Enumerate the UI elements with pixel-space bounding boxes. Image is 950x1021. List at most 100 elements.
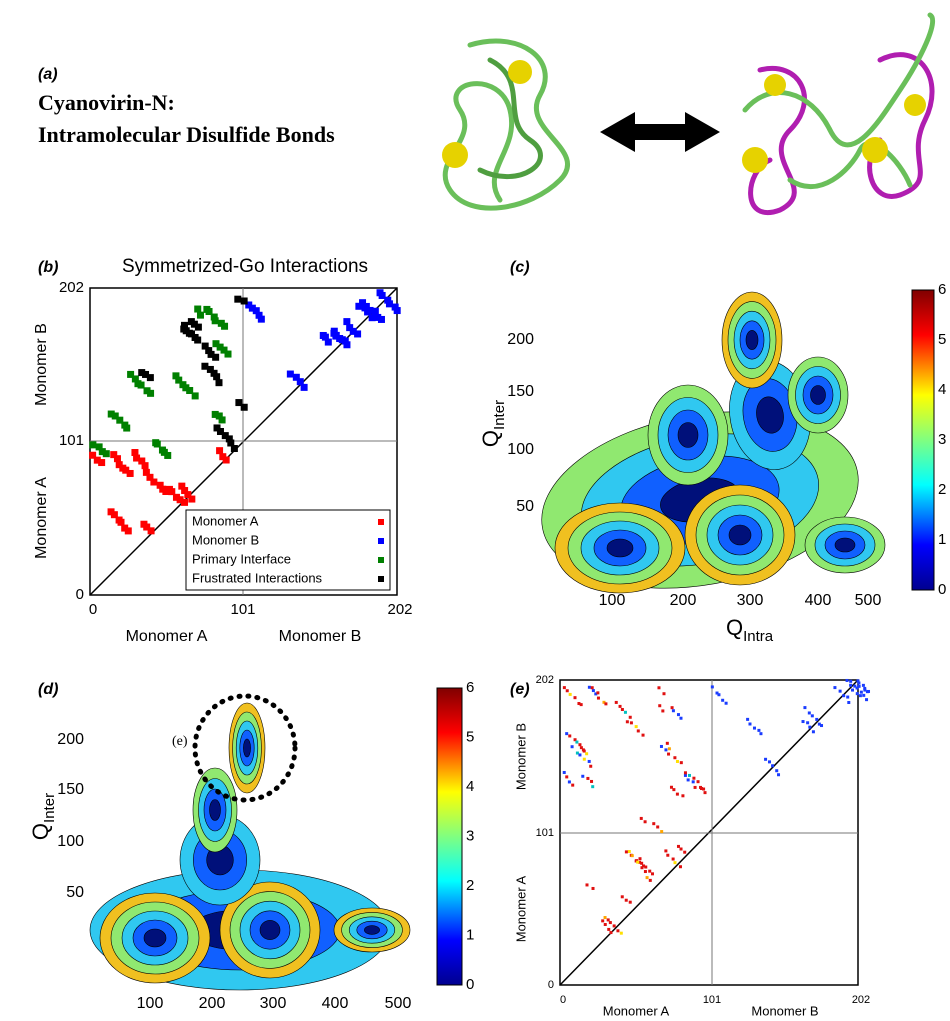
contact bbox=[671, 857, 675, 861]
colorbar bbox=[436, 687, 463, 986]
contact bbox=[833, 686, 837, 690]
contact bbox=[93, 456, 101, 464]
contact bbox=[573, 738, 577, 742]
contact bbox=[227, 439, 235, 447]
contact bbox=[752, 726, 756, 730]
contact bbox=[102, 450, 110, 458]
contact bbox=[604, 702, 608, 706]
contact bbox=[343, 341, 351, 349]
legend-label: Primary Interface bbox=[192, 551, 291, 566]
contact bbox=[210, 313, 218, 321]
contact bbox=[172, 493, 180, 501]
contact bbox=[724, 701, 728, 705]
x-tick-label: 101 bbox=[703, 994, 721, 1006]
y-axis-label-main: Q bbox=[478, 430, 503, 447]
contact bbox=[614, 700, 618, 704]
y-tick-label: 0 bbox=[76, 586, 84, 603]
contact bbox=[636, 860, 640, 864]
x-tick-label: 500 bbox=[385, 995, 412, 1012]
contact bbox=[679, 847, 683, 851]
contact bbox=[245, 301, 253, 309]
contact bbox=[652, 822, 656, 826]
contact bbox=[806, 721, 810, 725]
contact bbox=[746, 717, 750, 721]
x-tick-label: 0 bbox=[89, 601, 97, 618]
contact bbox=[124, 527, 132, 535]
contact bbox=[296, 378, 304, 386]
contact bbox=[717, 693, 721, 697]
contact bbox=[603, 916, 607, 920]
contact bbox=[678, 865, 682, 869]
y-axis-label-main: Q bbox=[28, 823, 53, 840]
contact bbox=[679, 761, 683, 765]
x-tick-label: 300 bbox=[737, 592, 764, 609]
x-tick-label: 200 bbox=[670, 592, 697, 609]
contact bbox=[201, 342, 209, 350]
x-tick-label: 100 bbox=[599, 592, 626, 609]
contact bbox=[842, 694, 846, 698]
contact bbox=[664, 849, 668, 853]
contact bbox=[853, 684, 857, 688]
x-tick-label: 202 bbox=[852, 994, 870, 1006]
contact bbox=[255, 311, 263, 319]
contact bbox=[355, 302, 363, 310]
contact bbox=[168, 488, 176, 496]
contact bbox=[110, 451, 118, 459]
contact bbox=[801, 720, 805, 724]
contact bbox=[867, 689, 871, 693]
contact bbox=[141, 462, 149, 470]
x-tick-label: 202 bbox=[387, 601, 412, 618]
contact bbox=[759, 732, 763, 736]
x-axis-label-main: Q bbox=[726, 615, 743, 640]
colorbar-tick-label: 4 bbox=[466, 778, 474, 795]
contact bbox=[639, 816, 643, 820]
contact bbox=[336, 335, 344, 343]
colorbar-tick-label: 3 bbox=[466, 827, 474, 844]
contact bbox=[190, 320, 198, 328]
contact bbox=[609, 931, 613, 935]
contact bbox=[153, 440, 161, 448]
contact bbox=[207, 350, 215, 358]
contact bbox=[590, 779, 594, 783]
contact bbox=[811, 730, 815, 734]
density-plot bbox=[541, 291, 886, 594]
contact bbox=[863, 688, 867, 692]
density-contour bbox=[209, 799, 221, 821]
contact bbox=[142, 370, 150, 378]
y-axis-label-sub: Inter bbox=[41, 793, 58, 823]
contact bbox=[585, 752, 589, 756]
contact bbox=[176, 496, 184, 504]
contact bbox=[662, 692, 666, 696]
contact bbox=[616, 929, 620, 933]
panel-title: Intramolecular Disulfide Bonds bbox=[38, 122, 335, 147]
contact bbox=[138, 457, 146, 465]
contact bbox=[630, 854, 634, 858]
y-tick-label: 0 bbox=[548, 979, 554, 991]
contact bbox=[230, 445, 238, 453]
contact bbox=[162, 487, 170, 495]
contact bbox=[579, 703, 583, 707]
contact bbox=[643, 870, 647, 874]
contact bbox=[666, 853, 670, 857]
contact bbox=[659, 744, 663, 748]
y-axis-label-sub: Inter bbox=[491, 400, 508, 430]
contact bbox=[670, 706, 674, 710]
contact bbox=[582, 757, 586, 761]
contact bbox=[575, 740, 579, 744]
colorbar-tick-label: 4 bbox=[938, 381, 946, 398]
y-axis-label: QInter bbox=[478, 400, 508, 447]
contact bbox=[648, 878, 652, 882]
y-tick-label: 200 bbox=[57, 731, 84, 748]
contact bbox=[182, 327, 190, 335]
contact bbox=[213, 373, 221, 381]
contact bbox=[808, 725, 812, 729]
contact bbox=[857, 684, 861, 688]
contact bbox=[661, 709, 665, 713]
contact bbox=[175, 376, 183, 384]
contact bbox=[764, 757, 768, 761]
contact bbox=[721, 698, 725, 702]
contact bbox=[133, 454, 141, 462]
contact bbox=[607, 927, 611, 931]
contact bbox=[625, 720, 629, 724]
x-tick-label: 500 bbox=[855, 592, 882, 609]
